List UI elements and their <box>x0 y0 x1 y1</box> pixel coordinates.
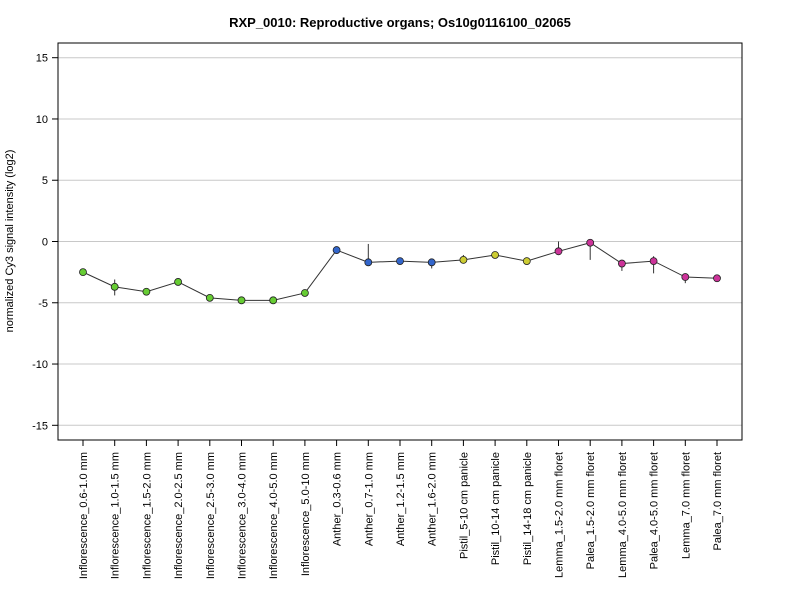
data-point <box>713 274 721 283</box>
data-point <box>110 282 119 291</box>
data-point <box>427 258 436 267</box>
data-point <box>681 273 690 281</box>
data-point <box>554 247 563 256</box>
x-tick-label: Inflorescence_3.0-4.0 mm <box>237 452 249 579</box>
x-tick-label: Inflorescence_4.0-5.0 mm <box>268 452 280 579</box>
x-tick-label: Pistil_10-14 cm panicle <box>490 452 502 565</box>
x-tick-label: Pistil_14-18 cm panicle <box>522 452 534 565</box>
y-tick-label: 5 <box>42 175 48 187</box>
x-tick-label: Inflorescence_5.0-10 mm <box>300 452 312 576</box>
y-tick-label: 15 <box>36 53 48 65</box>
y-axis: -15 -10 -5 0 5 10 15 <box>32 53 58 432</box>
chart-title: RXP_0010: Reproductive organs; Os10g0116… <box>229 15 571 30</box>
x-tick-label: Palea_7.0 mm floret <box>712 452 724 550</box>
x-tick-label: Palea_4.0-5.0 mm floret <box>649 452 661 569</box>
x-tick-label: Lemma_4.0-5.0 mm floret <box>617 452 629 578</box>
x-tick-label: Anther_0.7-1.0 mm <box>363 452 375 546</box>
x-tick-label: Inflorescence_1.5-2.0 mm <box>141 452 153 579</box>
y-tick-label: 0 <box>42 237 48 249</box>
y-tick-label: 10 <box>36 114 48 126</box>
y-tick-label: -10 <box>32 359 48 371</box>
data-point <box>174 278 183 286</box>
data-point <box>300 289 309 297</box>
series-group <box>79 238 721 305</box>
data-point <box>142 287 151 296</box>
data-point <box>649 257 658 266</box>
data-point <box>522 257 531 266</box>
data-point <box>269 296 278 305</box>
x-tick-label: Anther_0.3-0.6 mm <box>332 452 344 546</box>
x-tick-label: Lemma_7.0 mm floret <box>680 452 692 559</box>
x-tick-label: Inflorescence_1.0-1.5 mm <box>110 452 122 579</box>
x-tick-label: Pistil_5-10 cm panicle <box>458 452 470 559</box>
data-point <box>79 268 87 277</box>
x-axis: Inflorescence_0.6-1.0 mm Inflorescence_1.… <box>78 440 724 579</box>
x-tick-label: Palea_1.5-2.0 mm floret <box>585 452 597 569</box>
data-point <box>332 246 341 254</box>
x-tick-label: Lemma_1.5-2.0 mm floret <box>554 452 566 578</box>
y-axis-label: normalized Cy3 signal intensity (log2) <box>4 150 16 333</box>
x-tick-label: Inflorescence_2.5-3.0 mm <box>205 452 217 579</box>
x-tick-label: Inflorescence_0.6-1.0 mm <box>78 452 90 579</box>
data-point <box>364 258 373 267</box>
x-tick-label: Anther_1.6-2.0 mm <box>427 452 439 546</box>
grid <box>58 57 742 426</box>
series-line <box>82 242 718 301</box>
x-tick-label: Anther_1.2-1.5 mm <box>395 452 407 546</box>
data-point <box>586 238 595 247</box>
data-point <box>459 255 468 264</box>
data-point <box>491 251 500 259</box>
data-point <box>237 296 246 305</box>
y-tick-label: -5 <box>38 298 48 310</box>
data-point <box>396 257 404 266</box>
data-point <box>205 293 214 302</box>
x-tick-label: Inflorescence_2.0-2.5 mm <box>173 452 185 579</box>
data-point <box>618 259 626 268</box>
y-tick-label: -15 <box>32 420 48 432</box>
